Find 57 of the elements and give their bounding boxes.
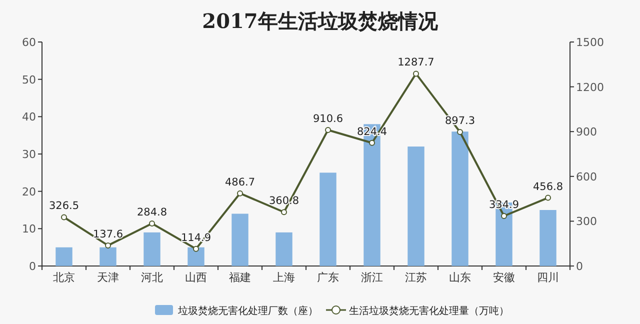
y-tick-label: 50 [22,73,36,86]
x-tick-label: 山西 [185,271,207,284]
y2-tick-label: 1500 [576,36,604,49]
point [501,212,507,219]
bar [276,232,292,266]
chart-title: 2017年生活垃圾焚烧情况 [202,9,439,33]
y-tick-label: 40 [22,110,36,124]
bar [540,210,556,266]
bar [408,146,424,266]
point [193,246,199,252]
x-tick-label: 江苏 [405,271,427,284]
bar [56,247,72,266]
y2-tick-label: 300 [576,215,597,228]
x-tick-label: 福建 [229,271,251,284]
bar [100,247,116,266]
bar [232,214,248,266]
legend-label: 垃圾焚烧无害化处理厂数（座） [177,305,318,317]
data-label: 456.8 [532,180,564,193]
y2-tick-label: 900 [576,126,597,139]
data-label: 284.8 [136,206,168,218]
x-tick-label: 河北 [141,271,163,284]
y2-tick-label: 600 [576,170,597,184]
x-tick-label: 安徽 [493,271,515,284]
point [149,220,155,226]
point [413,70,419,77]
x-tick-label: 四川 [537,271,559,284]
point [545,194,551,201]
point [281,209,287,216]
y2-tick-label: 0 [576,260,583,273]
data-label: 137.6 [92,228,124,240]
y-tick-label: 20 [22,185,36,198]
point [61,214,67,220]
point [369,140,375,146]
bar [188,247,204,266]
x-tick-label: 天津 [97,271,119,284]
point [325,127,331,134]
x-tick-label: 广东 [317,271,339,284]
y-tick-label: 60 [22,36,36,49]
data-label: 910.6 [312,113,344,126]
bar [144,232,160,266]
legend-label: 生活垃圾焚烧无害化处理量（万吨） [349,305,509,317]
data-label: 1287.7 [398,56,434,69]
data-label: 326.5 [48,200,80,212]
bar [452,132,468,266]
data-label: 486.7 [224,176,256,188]
y-tick-label: 30 [22,148,36,161]
y-tick-label: 0 [29,260,36,273]
point [105,242,111,248]
y-tick-label: 10 [22,222,36,236]
x-tick-label: 山东 [449,271,471,284]
bar [320,172,336,266]
point [457,129,463,136]
x-tick-label: 北京 [53,271,75,284]
point [237,190,243,196]
x-tick-label: 浙江 [361,271,383,284]
y2-tick-label: 1200 [576,80,604,94]
x-tick-label: 上海 [273,271,295,284]
